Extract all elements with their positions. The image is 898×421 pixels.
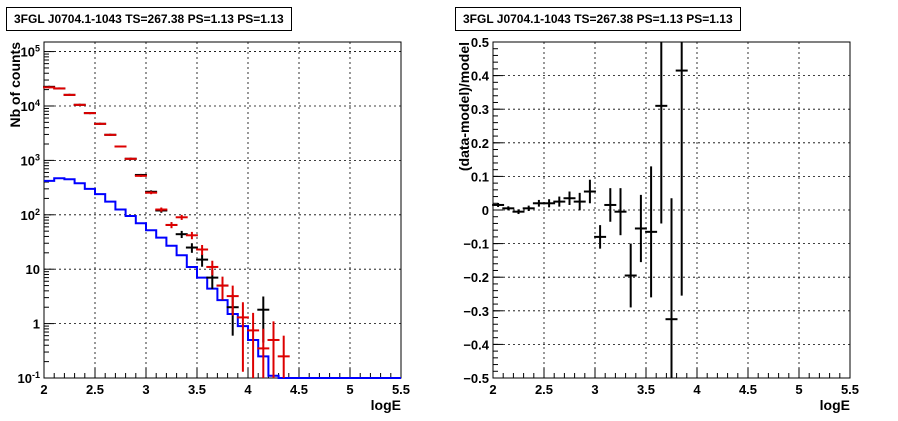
- plot-frame: [43, 41, 402, 379]
- y-tick-label: −0.2: [463, 270, 489, 285]
- y-tick-label: 1: [33, 317, 40, 332]
- x-axis-label: logE: [371, 397, 401, 413]
- y-tick-label: 0.5: [471, 35, 489, 50]
- y-axis-label: Nb of counts: [7, 42, 23, 128]
- counts-chart: 2 2.5 3 3.5 4 4.5 5 5.5 10-1 1 10 102 103 104 105 logE N…: [7, 41, 410, 413]
- y-tick-label: 10-1: [18, 370, 40, 386]
- y-tick-label: −0.1: [463, 237, 489, 252]
- y-tick-label: 10: [26, 262, 40, 277]
- x-tick-label: 4.5: [739, 382, 757, 397]
- model-histogram: [44, 177, 401, 379]
- y-tick-label: −0.5: [463, 371, 489, 386]
- x-tick-label: 4: [693, 382, 701, 397]
- x-tick-label: 2: [489, 382, 496, 397]
- y-tick-label: 105: [21, 44, 40, 60]
- residuals-chart: 2 2.5 3 3.5 4 4.5 5 5.5 −0.5 −0.4 −0.3 −0.2 −0.1 0 0.1…: [456, 35, 859, 413]
- x-tick-label: 5.5: [392, 382, 410, 397]
- x-tick-label: 3: [591, 382, 598, 397]
- y-tick-label: 0.1: [471, 169, 489, 184]
- y-tick-label: −0.4: [463, 337, 489, 352]
- y-tick-label: 102: [21, 207, 40, 223]
- x-tick-label: 4: [244, 382, 252, 397]
- y-tick-label: 0: [482, 203, 489, 218]
- x-tick-label: 5: [795, 382, 802, 397]
- x-tick-label: 3.5: [188, 382, 206, 397]
- residuals-panel: 2 2.5 3 3.5 4 4.5 5 5.5 −0.5 −0.4 −0.3 −0.2 −0.1 0 0.1…: [449, 0, 898, 421]
- counts-panel: 2 2.5 3 3.5 4 4.5 5 5.5 10-1 1 10 102 103 104 105 logE N…: [6, 7, 410, 413]
- y-tick-label: 103: [21, 152, 40, 168]
- x-axis-label: logE: [820, 397, 850, 413]
- x-tick-label: 2.5: [86, 382, 104, 397]
- counts-chart-title: 3FGL J0704.1-1043 TS=267.38 PS=1.13 PS=1…: [6, 7, 292, 31]
- y-tick-label: −0.3: [463, 304, 489, 319]
- residuals-chart-title: 3FGL J0704.1-1043 TS=267.38 PS=1.13 PS=1…: [455, 7, 741, 31]
- y-tick-label: 0.3: [471, 102, 489, 117]
- y-axis-label: (data-model)/model: [456, 42, 472, 171]
- x-tick-label: 3: [142, 382, 149, 397]
- y-tick-label: 0.2: [471, 136, 489, 151]
- plot-area: [44, 42, 401, 378]
- x-tick-label: 3.5: [637, 382, 655, 397]
- x-tick-label: 2.5: [535, 382, 553, 397]
- x-tick-label: 5: [346, 382, 353, 397]
- x-tick-label: 5.5: [841, 382, 859, 397]
- y-tick-label: 104: [21, 98, 40, 114]
- x-tick-label: 4.5: [290, 382, 308, 397]
- x-tick-label: 2: [40, 382, 47, 397]
- y-tick-label: 0.4: [471, 69, 490, 84]
